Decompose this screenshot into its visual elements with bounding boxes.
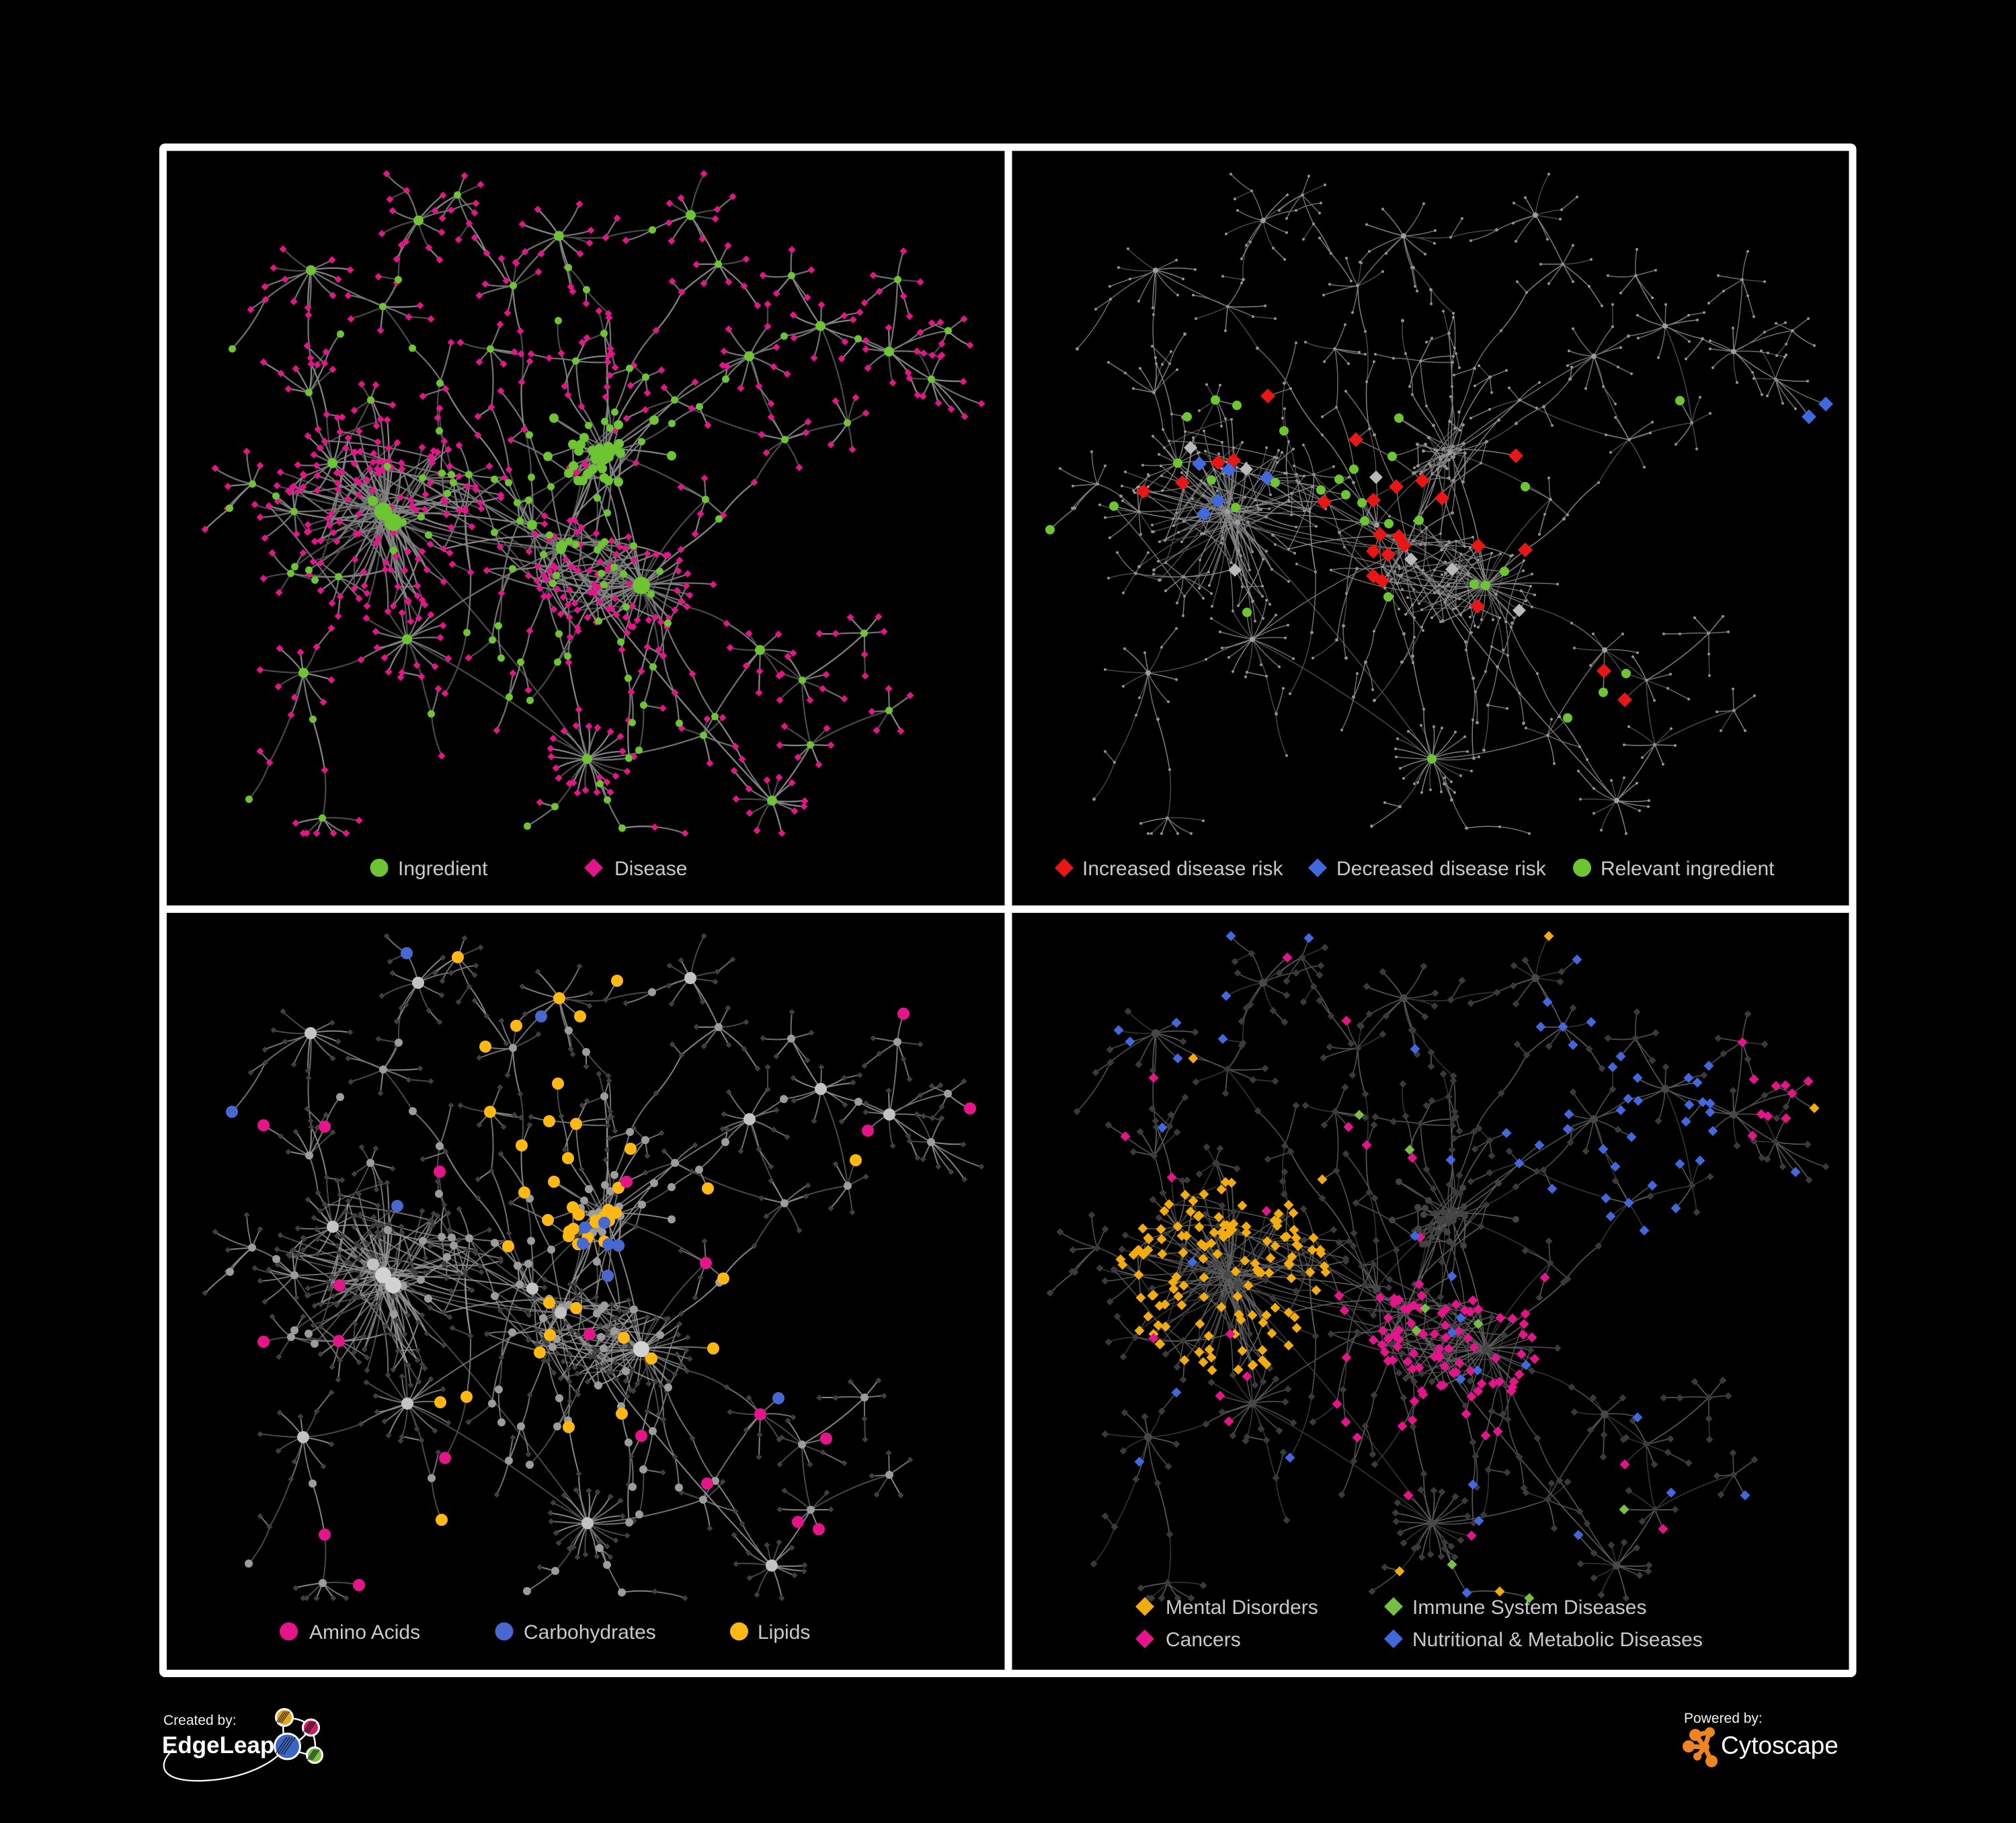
svg-text:Cancers: Cancers bbox=[1166, 1629, 1241, 1651]
svg-text:Powered by:: Powered by: bbox=[1684, 1711, 1763, 1726]
svg-text:Amino Acids: Amino Acids bbox=[309, 1621, 420, 1644]
svg-text:Carbohydrates: Carbohydrates bbox=[524, 1621, 656, 1644]
svg-text:Mental Disorders: Mental Disorders bbox=[1166, 1596, 1318, 1619]
svg-text:Ingredient: Ingredient bbox=[398, 858, 488, 880]
svg-text:Created by:: Created by: bbox=[163, 1713, 237, 1728]
svg-text:Relevant ingredient: Relevant ingredient bbox=[1601, 858, 1775, 880]
svg-text:Nutritional & Metabolic Diseas: Nutritional & Metabolic Diseases bbox=[1412, 1629, 1703, 1651]
svg-text:Immune System Diseases: Immune System Diseases bbox=[1412, 1596, 1646, 1619]
svg-text:Decreased disease risk: Decreased disease risk bbox=[1336, 858, 1547, 880]
svg-text:Lipids: Lipids bbox=[758, 1621, 810, 1644]
svg-text:EdgeLeap: EdgeLeap bbox=[162, 1732, 274, 1758]
svg-text:Disease: Disease bbox=[614, 858, 687, 880]
svg-text:Increased disease risk: Increased disease risk bbox=[1082, 858, 1283, 880]
svg-text:Cytoscape: Cytoscape bbox=[1721, 1732, 1839, 1759]
